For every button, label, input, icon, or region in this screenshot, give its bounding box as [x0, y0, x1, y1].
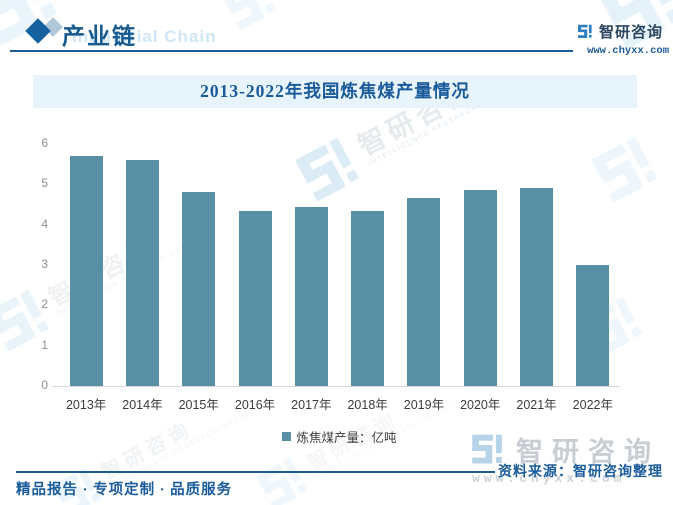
section-title: 产业链 — [62, 24, 137, 49]
y-axis-tick-label: 1 — [41, 337, 48, 352]
chart-title: 2013-2022年我国炼焦煤产量情况 — [200, 81, 470, 101]
x-axis-label: 2016年 — [234, 398, 276, 412]
chart-title-band: 2013-2022年我国炼焦煤产量情况 — [33, 75, 637, 108]
bar — [69, 156, 103, 386]
x-axis-label: 2019年 — [403, 398, 445, 412]
bar — [351, 210, 385, 386]
header-divider — [10, 50, 573, 52]
bar — [182, 192, 216, 386]
footer-divider — [16, 471, 495, 473]
data-source-label: 资料来源：智研咨询整理 — [498, 465, 663, 480]
section-title-english: Industrial Chain — [72, 27, 217, 46]
bar — [238, 210, 272, 386]
footer-tagline: 精品报告 · 专项定制 · 品质服务 — [16, 482, 233, 498]
x-axis-label: 2015年 — [178, 398, 219, 412]
x-axis-label: 2017年 — [291, 398, 332, 412]
y-axis-tick-label: 5 — [41, 176, 48, 191]
y-axis-tick-label: 4 — [41, 216, 48, 231]
brand-website: www.chyxx.com — [587, 45, 669, 57]
y-axis-tick-label: 0 — [41, 378, 48, 392]
brand-logo-icon — [577, 23, 594, 40]
chart-legend: 炼焦煤产量：亿吨 — [58, 427, 621, 446]
bar — [576, 265, 610, 386]
bar — [125, 160, 159, 386]
brand-logo: 智研咨询 — [577, 21, 663, 42]
legend-swatch — [282, 432, 292, 441]
y-axis-tick-label: 3 — [41, 257, 48, 271]
bar — [294, 206, 328, 386]
bar — [407, 198, 441, 386]
x-axis-label: 2014年 — [122, 398, 163, 412]
x-axis-label: 2013年 — [65, 398, 107, 412]
y-axis-tick-label: 2 — [41, 297, 48, 312]
x-axis-label: 2022年 — [572, 398, 613, 412]
bar — [520, 188, 554, 386]
brand-name: 智研咨询 — [599, 24, 664, 41]
x-axis-label: 2020年 — [460, 398, 501, 412]
x-axis-line — [52, 386, 620, 387]
x-axis-label: 2018年 — [347, 398, 388, 412]
x-axis-label: 2021年 — [516, 398, 557, 412]
y-axis-tick-label: 6 — [41, 136, 48, 150]
legend-label: 炼焦煤产量：亿吨 — [296, 431, 397, 445]
bar — [463, 190, 497, 386]
